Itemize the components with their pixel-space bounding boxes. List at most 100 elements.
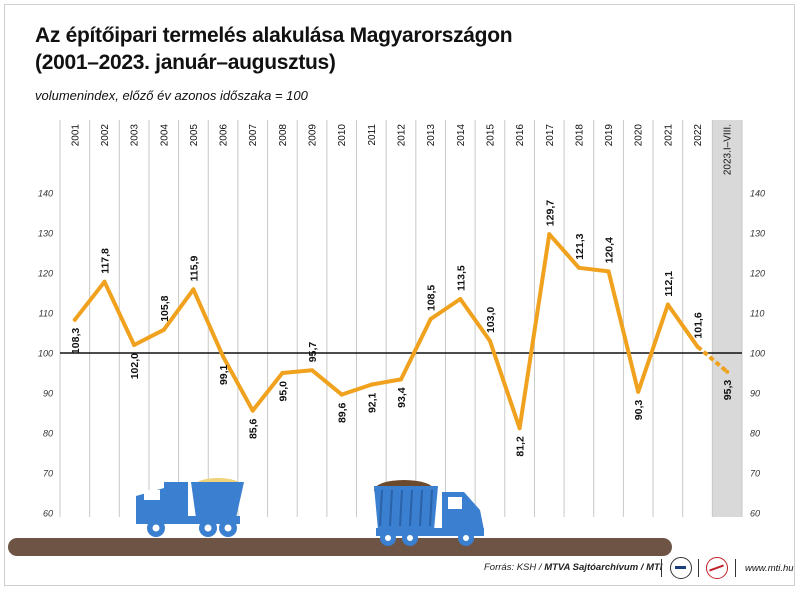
- wheel-hub: [463, 535, 469, 541]
- series-line: [72, 232, 700, 431]
- data-point: [191, 287, 196, 292]
- data-label: 120,4: [604, 237, 616, 263]
- truck-chassis: [136, 516, 240, 524]
- website-link[interactable]: www.mti.hu: [745, 563, 794, 574]
- data-label: 129,7: [544, 200, 556, 226]
- data-point: [221, 354, 226, 359]
- wheel-hub: [152, 524, 160, 532]
- x-tick-label: 2009: [308, 124, 319, 147]
- data-label: 89,6: [337, 402, 349, 423]
- x-tick-label: 2002: [100, 124, 111, 147]
- y-tick-label-right: 60: [750, 509, 760, 519]
- bed-rib: [429, 489, 433, 527]
- data-label: 103,0: [485, 307, 497, 333]
- data-point: [487, 339, 492, 343]
- y-tick-label-left: 90: [43, 389, 53, 399]
- x-tick-label: 2007: [248, 124, 259, 147]
- y-tick-label-right: 130: [750, 229, 765, 239]
- source-agency: MTVA Sajtóarchívum / MTI: [544, 562, 663, 573]
- truck-bed: [374, 486, 438, 530]
- data-label: 105,8: [159, 295, 171, 321]
- data-point: [132, 343, 137, 347]
- x-tick-label: 2016: [515, 124, 526, 147]
- data-label: 85,6: [248, 418, 260, 439]
- dump-truck-icon: [374, 480, 484, 546]
- data-point: [102, 279, 107, 284]
- data-label: 92,1: [366, 392, 378, 413]
- truck-window: [448, 497, 462, 509]
- x-tick-label: 2021: [663, 124, 674, 147]
- bed-rib: [379, 489, 383, 527]
- data-label: 99,1: [218, 364, 230, 385]
- footer-divider: [735, 559, 736, 577]
- footer-divider: [661, 559, 662, 577]
- data-label: 95,7: [307, 342, 319, 363]
- data-point: [369, 382, 374, 387]
- x-tick-label: 2019: [604, 124, 615, 147]
- data-point: [695, 344, 700, 349]
- data-label: 95,0: [277, 381, 289, 402]
- y-tick-label-right: 140: [750, 189, 765, 199]
- truck-window: [144, 490, 160, 500]
- x-tick-label: 2013: [426, 124, 437, 147]
- dump-truck-icon: [136, 478, 244, 537]
- x-tick-label: 2020: [634, 124, 645, 147]
- data-point: [339, 392, 344, 397]
- y-tick-label-left: 60: [43, 509, 53, 519]
- data-label: 115,9: [188, 256, 200, 282]
- truck-chassis: [376, 528, 484, 536]
- y-tick-label-right: 70: [750, 469, 760, 479]
- y-tick-label-right: 90: [750, 389, 760, 399]
- y-tick-label-right: 100: [750, 349, 765, 359]
- y-tick-label-left: 110: [39, 309, 53, 319]
- data-label: 113,5: [455, 265, 467, 291]
- wheel-hub: [407, 535, 413, 541]
- bed-rib: [389, 489, 393, 527]
- chart-subtitle: volumenindex, előző év azonos időszaka =…: [35, 88, 308, 103]
- source-prefix: Forrás: KSH /: [484, 562, 545, 573]
- title-line-1: Az építőipari termelés alakulása Magyaro…: [35, 24, 513, 47]
- truck-cab: [136, 482, 188, 518]
- partial-year-column: [712, 120, 742, 517]
- data-point: [72, 317, 77, 322]
- y-tick-label-left: 70: [43, 469, 53, 479]
- x-tick-label: 2004: [159, 124, 170, 147]
- data-point: [547, 232, 552, 237]
- truck-bed: [191, 482, 244, 518]
- x-tick-label: 2023.I–VIII.: [723, 124, 734, 175]
- data-label: 93,4: [396, 387, 408, 408]
- data-point: [399, 377, 403, 382]
- mtva-logo-icon: [670, 557, 692, 579]
- y-tick-label-right: 110: [750, 309, 764, 319]
- wheel-hub: [385, 535, 391, 541]
- x-tick-label: 2010: [337, 124, 348, 147]
- wheel-hub: [224, 524, 232, 532]
- data-point: [517, 426, 522, 431]
- data-point: [250, 408, 255, 413]
- data-point: [428, 317, 433, 321]
- y-tick-label-left: 120: [38, 269, 53, 279]
- x-tick-label: 2018: [574, 124, 585, 147]
- x-tick-label: 2001: [70, 124, 81, 147]
- series-line-estimate: [696, 345, 729, 374]
- y-tick-label-right: 120: [750, 269, 765, 279]
- y-tick-label-right: 80: [750, 429, 760, 439]
- x-tick-label: 2005: [189, 124, 200, 147]
- data-label: 101,6: [693, 312, 705, 338]
- x-tick-label: 2022: [693, 124, 704, 147]
- x-tick-label: 2011: [367, 124, 378, 146]
- data-point: [665, 302, 670, 307]
- data-point: [636, 389, 641, 394]
- data-label: 81,2: [515, 436, 527, 457]
- x-tick-label: 2015: [485, 124, 496, 147]
- y-tick-label-left: 80: [43, 429, 53, 439]
- data-point: [458, 297, 463, 301]
- title-line-2: (2001–2023. január–augusztus): [35, 51, 336, 74]
- data-label: 112,1: [663, 271, 675, 297]
- data-point: [725, 369, 730, 374]
- data-point: [576, 265, 581, 270]
- data-label: 90,3: [633, 400, 645, 421]
- mti-logo-icon: [706, 557, 728, 579]
- data-label: 102,0: [129, 353, 141, 379]
